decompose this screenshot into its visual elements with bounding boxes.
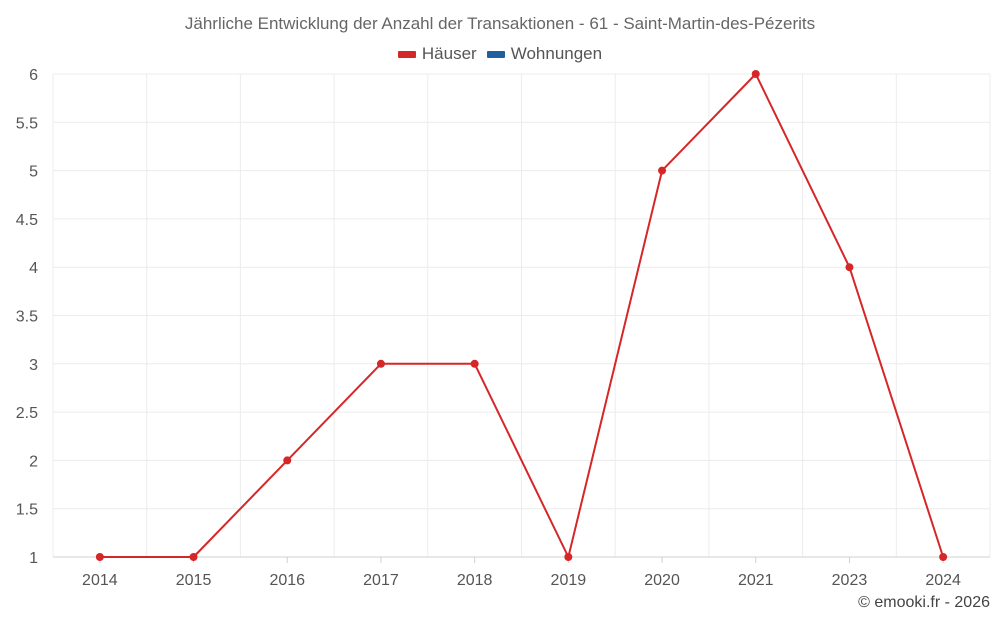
legend-item-wohnungen[interactable]: Wohnungen bbox=[486, 44, 603, 64]
y-tick-label: 2.5 bbox=[16, 405, 38, 422]
x-tick-label: 2016 bbox=[269, 572, 305, 589]
legend: Häuser Wohnungen bbox=[0, 44, 1000, 64]
y-axis: 1 1.5 2 2.5 3 3.5 4 4.5 5 5.5 6 bbox=[16, 67, 38, 567]
y-tick-label: 5.5 bbox=[16, 115, 38, 132]
series-points bbox=[95, 70, 948, 561]
x-tick-label: 2021 bbox=[738, 572, 774, 589]
chart-title: Jährliche Entwicklung der Anzahl der Tra… bbox=[184, 14, 816, 33]
x-tick-label: 2015 bbox=[176, 572, 212, 589]
y-tick-label: 2 bbox=[29, 453, 38, 470]
legend-label-wohnungen: Wohnungen bbox=[510, 44, 603, 63]
series-line-0 bbox=[99, 73, 945, 558]
y-tick-label: 4.5 bbox=[16, 212, 38, 229]
y-tick-label: 6 bbox=[29, 67, 38, 84]
data-point[interactable] bbox=[845, 263, 854, 272]
x-tick-label: 2017 bbox=[363, 572, 399, 589]
x-tick-label: 2019 bbox=[551, 572, 587, 589]
x-tick-label: 2018 bbox=[457, 572, 493, 589]
x-axis: 2014 2015 2016 2017 2018 2019 2020 2021 2023 2024 bbox=[53, 556, 990, 589]
x-tick-label: 2014 bbox=[82, 572, 118, 589]
y-tick-label: 1 bbox=[29, 550, 38, 567]
data-point[interactable] bbox=[95, 553, 104, 561]
data-point[interactable] bbox=[283, 456, 292, 465]
legend-item-haeuser[interactable]: Häuser bbox=[397, 44, 477, 64]
data-point[interactable] bbox=[564, 553, 573, 561]
legend-label-haeuser: Häuser bbox=[421, 44, 477, 63]
data-point[interactable] bbox=[658, 166, 667, 175]
data-point[interactable] bbox=[189, 553, 198, 561]
y-tick-label: 5 bbox=[29, 164, 38, 181]
legend-swatch-wohnungen bbox=[486, 50, 505, 58]
copyright-text: © emooki.fr - 2026 bbox=[858, 594, 990, 611]
data-point[interactable] bbox=[751, 70, 760, 78]
x-tick-label: 2020 bbox=[644, 572, 680, 589]
y-tick-label: 1.5 bbox=[16, 502, 38, 519]
y-tick-label: 3.5 bbox=[16, 309, 38, 326]
data-point[interactable] bbox=[470, 359, 479, 368]
data-point[interactable] bbox=[939, 553, 948, 561]
y-tick-label: 3 bbox=[29, 357, 38, 374]
y-tick-label: 4 bbox=[29, 260, 38, 277]
legend-swatch-haeuser bbox=[397, 50, 416, 58]
x-tick-label: 2023 bbox=[832, 572, 868, 589]
x-tick-label: 2024 bbox=[925, 572, 961, 589]
data-point[interactable] bbox=[376, 359, 385, 368]
grid bbox=[52, 73, 991, 558]
series-lines bbox=[99, 73, 945, 558]
